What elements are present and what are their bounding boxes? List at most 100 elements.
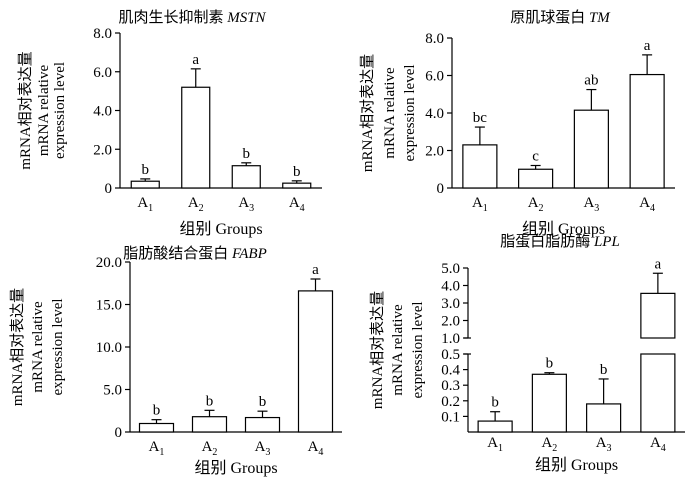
x-tick-label-subscript: 1 xyxy=(483,203,488,214)
y-axis-label: expression level xyxy=(402,64,418,161)
y-tick-label: 10.0 xyxy=(96,340,122,356)
chart-title-cn: 脂肪酸结合蛋白 xyxy=(123,245,228,262)
x-axis-label: 组别 Groups xyxy=(522,220,605,238)
x-tick-label: A4 xyxy=(650,435,666,454)
significance-letter: bc xyxy=(473,110,488,126)
x-tick-label: A1 xyxy=(149,439,165,458)
x-axis-label: 组别 Groups xyxy=(179,220,262,238)
chart-title: 脂蛋白脂肪酶 LPL xyxy=(500,233,620,250)
y-axis-label: expression level xyxy=(410,301,426,398)
significance-letter: c xyxy=(532,149,539,165)
significance-letter: ab xyxy=(584,73,598,89)
bar-lower xyxy=(640,353,676,433)
bar xyxy=(477,420,513,433)
chart-title-gene: LPL xyxy=(590,234,620,250)
x-tick-label-subscript: 4 xyxy=(650,203,655,214)
y-tick-label: 0.5 xyxy=(441,347,460,363)
significance-letter: b xyxy=(243,146,251,162)
bar xyxy=(191,416,228,433)
x-tick-label-letter: A xyxy=(650,435,661,451)
x-tick-label-subscript: 4 xyxy=(661,443,666,454)
y-axis-label: mRNA relative xyxy=(382,67,398,159)
x-tick-label-subscript: 4 xyxy=(300,203,305,214)
chart-panel-4: 脂蛋白脂肪酶 LPL mRNA相对表达量 mRNA relative expressi… xyxy=(369,233,685,474)
y-tick-label: 5.0 xyxy=(103,383,122,399)
y-tick-label: 0 xyxy=(115,425,123,441)
y-tick-label: 8.0 xyxy=(93,26,112,42)
y-axis-label: mRNA相对表达量 xyxy=(17,51,34,169)
y-tick-label: 2.0 xyxy=(441,314,460,330)
x-tick-label-subscript: 3 xyxy=(265,447,270,458)
x-tick-label-letter: A xyxy=(596,435,607,451)
x-tick-label: A1 xyxy=(137,195,153,214)
bar xyxy=(297,290,334,433)
y-tick-label: 0.2 xyxy=(441,394,460,410)
bar xyxy=(531,373,567,433)
x-tick-label-letter: A xyxy=(541,435,552,451)
significance-letter: b xyxy=(600,362,608,378)
y-tick-label: 6.0 xyxy=(93,65,112,81)
chart-title: 脂肪酸结合蛋白 FABP xyxy=(123,245,266,262)
y-tick-label: 0.4 xyxy=(441,363,460,379)
y-tick-label: 1.0 xyxy=(441,331,460,347)
significance-letter: b xyxy=(142,162,150,178)
x-tick-label: A3 xyxy=(255,439,271,458)
x-tick-label-subscript: 3 xyxy=(249,203,254,214)
significance-letter: b xyxy=(259,394,267,410)
x-axis-label: 组别 Groups xyxy=(194,459,277,477)
x-axis-label: 组别 Groups xyxy=(535,456,618,474)
x-tick-label-letter: A xyxy=(149,439,160,455)
bar-break-gap xyxy=(638,339,677,353)
chart-title-cn: 肌肉生长抑制素 xyxy=(118,9,223,26)
x-tick-label-subscript: 2 xyxy=(552,443,557,454)
significance-letter: b xyxy=(153,403,161,419)
bar-upper xyxy=(640,292,676,339)
x-tick-label: A4 xyxy=(289,195,305,214)
x-tick-label: A2 xyxy=(202,439,218,458)
y-tick-label: 8.0 xyxy=(425,31,444,47)
chart-panel-2: 原肌球蛋白 TM mRNA相对表达量 mRNA relative expression… xyxy=(359,9,675,238)
bar xyxy=(462,144,498,189)
x-tick-label: A3 xyxy=(596,435,612,454)
y-tick-label: 5.0 xyxy=(441,261,460,277)
x-tick-label-letter: A xyxy=(137,195,148,211)
y-axis-label: mRNA相对表达量 xyxy=(369,291,386,409)
x-tick-label-subscript: 4 xyxy=(318,447,323,458)
chart-title-gene: FABP xyxy=(228,246,266,262)
y-tick-label: 3.0 xyxy=(441,296,460,312)
y-axis-label: mRNA relative xyxy=(36,65,52,157)
y-axis-label: mRNA相对表达量 xyxy=(359,54,376,172)
y-tick-label: 6.0 xyxy=(425,69,444,85)
x-tick-label-letter: A xyxy=(188,195,199,211)
x-tick-label-letter: A xyxy=(639,195,650,211)
bar xyxy=(130,180,160,189)
y-tick-label: 2.0 xyxy=(425,144,444,160)
y-tick-label: 0.1 xyxy=(441,409,460,425)
x-tick-label: A2 xyxy=(188,195,204,214)
y-tick-label: 0 xyxy=(105,181,113,197)
chart-title-gene: TM xyxy=(585,10,611,26)
x-tick-label: A2 xyxy=(528,195,544,214)
chart-panel-1: 肌肉生长抑制素 MSTN mRNA相对表达量 mRNA relative expres… xyxy=(17,9,322,238)
significance-letter: b xyxy=(546,356,554,372)
x-tick-label-subscript: 2 xyxy=(539,203,544,214)
x-tick-label-subscript: 3 xyxy=(594,203,599,214)
x-tick-label-subscript: 1 xyxy=(159,447,164,458)
x-tick-label: A3 xyxy=(238,195,254,214)
y-axis-label: expression level xyxy=(50,298,66,395)
significance-letter: b xyxy=(491,395,499,411)
significance-letter: b xyxy=(293,164,301,180)
y-axis-label: mRNA relative xyxy=(390,304,406,396)
bar xyxy=(518,168,554,189)
x-tick-label: A4 xyxy=(639,195,655,214)
x-tick-label: A3 xyxy=(583,195,599,214)
x-tick-label-letter: A xyxy=(238,195,249,211)
chart-title-cn: 原肌球蛋白 xyxy=(510,9,585,26)
y-axis-label: expression level xyxy=(52,62,68,159)
significance-letter: a xyxy=(312,262,319,278)
x-tick-label-letter: A xyxy=(487,435,498,451)
bar xyxy=(629,73,665,189)
significance-letter: b xyxy=(206,393,214,409)
x-tick-label-letter: A xyxy=(528,195,539,211)
